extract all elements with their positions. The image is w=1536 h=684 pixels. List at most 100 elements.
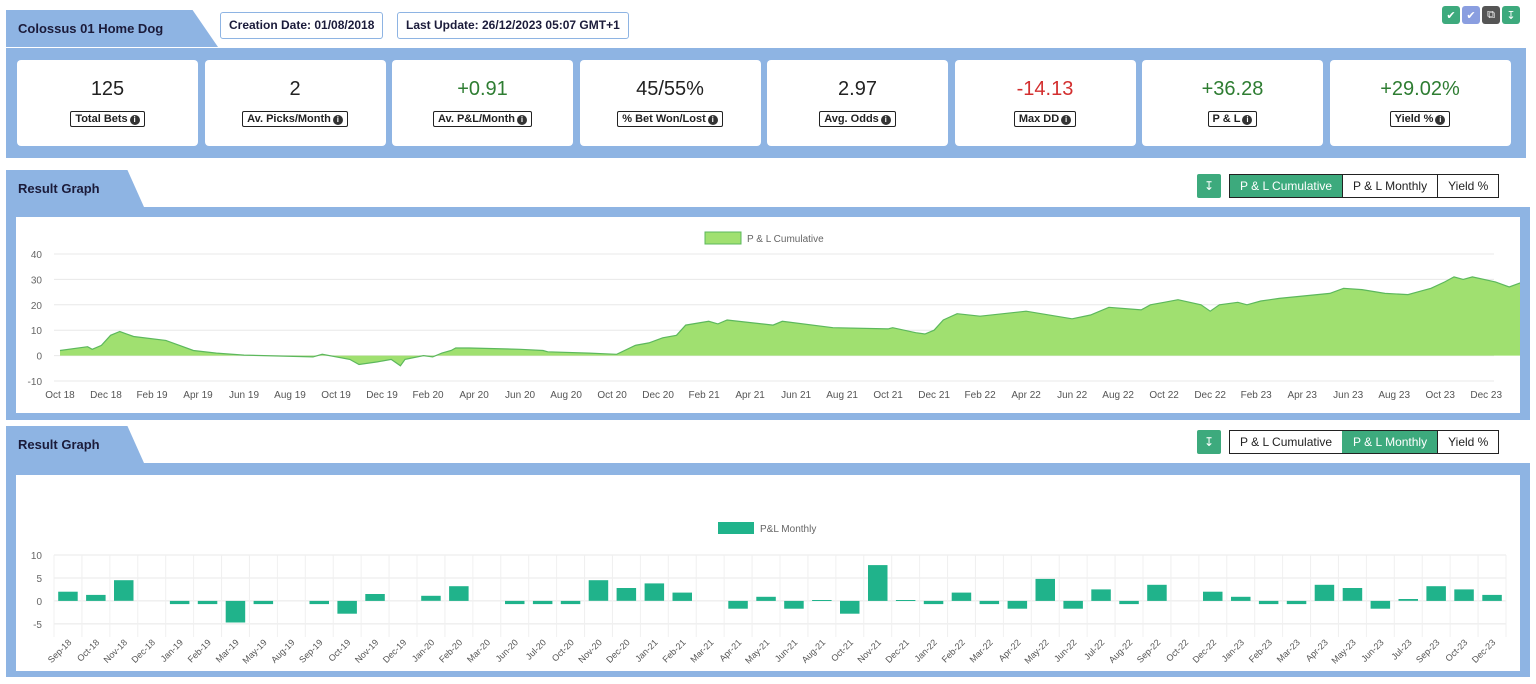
info-icon[interactable]: i: [880, 115, 891, 125]
x-tick-label: Jun 22: [1057, 390, 1087, 401]
bar[interactable]: [169, 600, 190, 605]
check-circle-icon[interactable]: ✔: [1442, 6, 1460, 24]
x-tick-label: Jun 21: [781, 390, 811, 401]
download-chart-button[interactable]: ↧: [1197, 174, 1221, 198]
bar[interactable]: [840, 600, 860, 614]
bar[interactable]: [1119, 600, 1139, 605]
bar[interactable]: [86, 594, 106, 601]
bar[interactable]: [1231, 596, 1251, 601]
x-tick-label: Aug-21: [800, 637, 828, 665]
stat-label[interactable]: Av. Picks/Month i: [242, 111, 348, 127]
stat-label-text: Av. P&L/Month: [438, 113, 515, 125]
creation-date: Creation Date: 01/08/2018: [220, 12, 384, 39]
bar[interactable]: [1398, 599, 1419, 601]
info-icon[interactable]: i: [707, 115, 718, 125]
y-tick-label: 10: [31, 551, 43, 562]
cumulative-line: [59, 276, 1536, 367]
x-tick-label: Jul-20: [524, 637, 548, 661]
bar[interactable]: [225, 600, 246, 623]
stat-label[interactable]: Av. P&L/Month i: [433, 111, 532, 127]
toggle-monthly[interactable]: P & L Monthly: [1342, 431, 1438, 453]
bar[interactable]: [616, 588, 637, 601]
bar[interactable]: [784, 600, 804, 609]
stat-label[interactable]: Total Bets i: [70, 111, 145, 127]
bar[interactable]: [1203, 591, 1223, 601]
bar[interactable]: [672, 592, 693, 601]
info-icon[interactable]: i: [1061, 115, 1072, 125]
x-tick-label: Dec 23: [1470, 390, 1502, 401]
bar[interactable]: [588, 580, 609, 601]
toggle-cumulative[interactable]: P & L Cumulative: [1230, 431, 1343, 453]
info-icon[interactable]: i: [1242, 115, 1253, 125]
download-chart-button[interactable]: ↧: [1197, 430, 1221, 454]
bar[interactable]: [923, 600, 944, 605]
bar[interactable]: [1370, 600, 1391, 609]
bar[interactable]: [1258, 600, 1279, 605]
toggle-yield[interactable]: Yield %: [1437, 175, 1499, 197]
bar[interactable]: [253, 600, 274, 605]
bar[interactable]: [812, 600, 832, 601]
stat-label[interactable]: Yield % i: [1389, 111, 1451, 127]
bar[interactable]: [1147, 584, 1167, 601]
toggle-monthly[interactable]: P & L Monthly: [1342, 175, 1438, 197]
bar[interactable]: [728, 600, 748, 609]
x-tick-label: Oct-22: [1164, 637, 1190, 663]
x-tick-label: Jun-21: [773, 637, 800, 664]
bar[interactable]: [1314, 584, 1335, 601]
legend-swatch[interactable]: [718, 522, 754, 534]
x-tick-label: Jan-21: [633, 637, 660, 664]
stat-label[interactable]: % Bet Won/Lost i: [617, 111, 723, 127]
bar[interactable]: [1286, 600, 1307, 605]
bar[interactable]: [1482, 594, 1502, 601]
x-tick-label: Feb-22: [940, 637, 967, 664]
stat-card: 2 Av. Picks/Month i: [204, 60, 386, 146]
info-icon[interactable]: i: [1435, 115, 1446, 125]
legend-swatch[interactable]: [704, 231, 742, 245]
bar[interactable]: [756, 596, 776, 601]
check-circle-icon[interactable]: ✔: [1462, 6, 1480, 24]
bar[interactable]: [505, 600, 525, 605]
info-icon[interactable]: i: [517, 115, 527, 125]
bar[interactable]: [895, 600, 916, 601]
legend-label[interactable]: P&L Monthly: [760, 524, 816, 535]
bar[interactable]: [979, 600, 1000, 605]
bar[interactable]: [644, 583, 665, 601]
bar[interactable]: [868, 565, 888, 601]
bar[interactable]: [197, 600, 218, 605]
toggle-cumulative[interactable]: P & L Cumulative: [1230, 175, 1343, 197]
bar[interactable]: [1426, 586, 1446, 601]
bar[interactable]: [532, 600, 553, 605]
bar[interactable]: [114, 580, 134, 601]
bar[interactable]: [58, 591, 78, 601]
y-tick-label: 10: [31, 326, 43, 337]
x-tick-label: Mar-19: [214, 637, 241, 664]
bar[interactable]: [560, 600, 581, 605]
bar[interactable]: [1342, 588, 1363, 601]
download-icon[interactable]: ↧: [1502, 6, 1520, 24]
x-tick-label: Mar-20: [465, 637, 492, 664]
copy-icon[interactable]: ⧉: [1482, 6, 1500, 24]
stat-label[interactable]: Max DD i: [1013, 111, 1077, 127]
legend-label[interactable]: P & L Cumulative: [747, 234, 824, 245]
bar[interactable]: [309, 600, 330, 605]
y-tick-label: 5: [36, 574, 42, 585]
y-tick-label: 20: [31, 301, 43, 312]
bar[interactable]: [1091, 589, 1111, 601]
x-tick-label: Aug 21: [826, 390, 858, 401]
cumulative-chart: 40 30 20 10 0 -10 Oct 18 Dec 18 Feb 19 Apr 19 Jun …: [16, 217, 1536, 413]
info-icon[interactable]: i: [129, 115, 140, 125]
info-icon[interactable]: i: [332, 115, 343, 125]
toggle-yield[interactable]: Yield %: [1437, 431, 1499, 453]
bar[interactable]: [421, 595, 441, 601]
stat-value: +29.02%: [1380, 78, 1460, 100]
bar[interactable]: [365, 594, 385, 601]
bar[interactable]: [951, 592, 972, 601]
bar[interactable]: [449, 586, 469, 601]
bar[interactable]: [1454, 589, 1474, 601]
bar[interactable]: [337, 600, 357, 614]
bar[interactable]: [1063, 600, 1083, 609]
stat-label[interactable]: Avg. Odds i: [819, 111, 896, 127]
bar[interactable]: [1007, 600, 1028, 609]
bar[interactable]: [1035, 578, 1056, 601]
